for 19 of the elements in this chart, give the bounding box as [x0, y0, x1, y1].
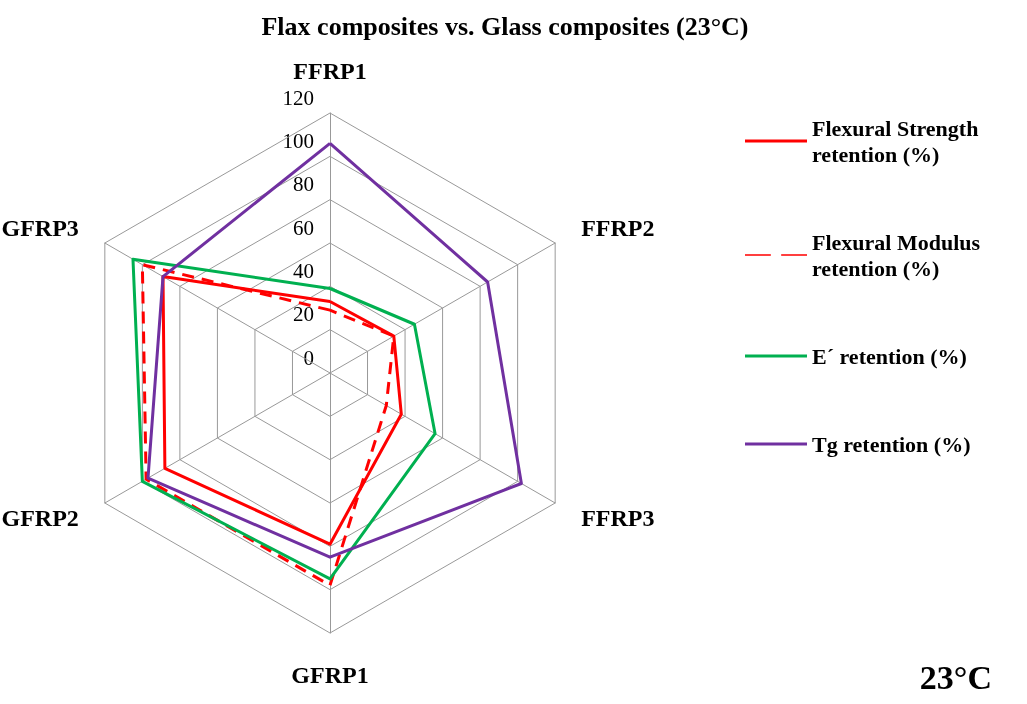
y-tick-label: 120	[282, 85, 314, 110]
y-tick-label: 0	[303, 345, 314, 370]
spoke-label: FFRP3	[581, 505, 655, 531]
y-tick-label: 60	[293, 215, 314, 240]
spoke-label: GFRP3	[1, 215, 79, 241]
text: 23°C	[919, 658, 993, 696]
legend-label: Tg retention (%)	[812, 431, 971, 457]
chart-title: Flax composites vs. Glass composites (23°C)	[261, 11, 749, 41]
y-tick-label: 80	[293, 172, 314, 197]
y-tick-label: 40	[293, 258, 314, 283]
legend-label: Flexural Modulus retention (%)	[812, 229, 986, 281]
y-tick-label: 100	[282, 128, 314, 153]
spoke-label: FFRP2	[581, 215, 655, 241]
y-tick-label: 20	[293, 302, 314, 327]
spoke-label: FFRP1	[293, 58, 367, 84]
spoke-label: GFRP2	[1, 505, 79, 531]
legend-label: E´ retention (%)	[812, 343, 967, 369]
spoke-label: GFRP1	[291, 662, 369, 688]
legend-label: Flexural Strength retention (%)	[812, 115, 984, 167]
